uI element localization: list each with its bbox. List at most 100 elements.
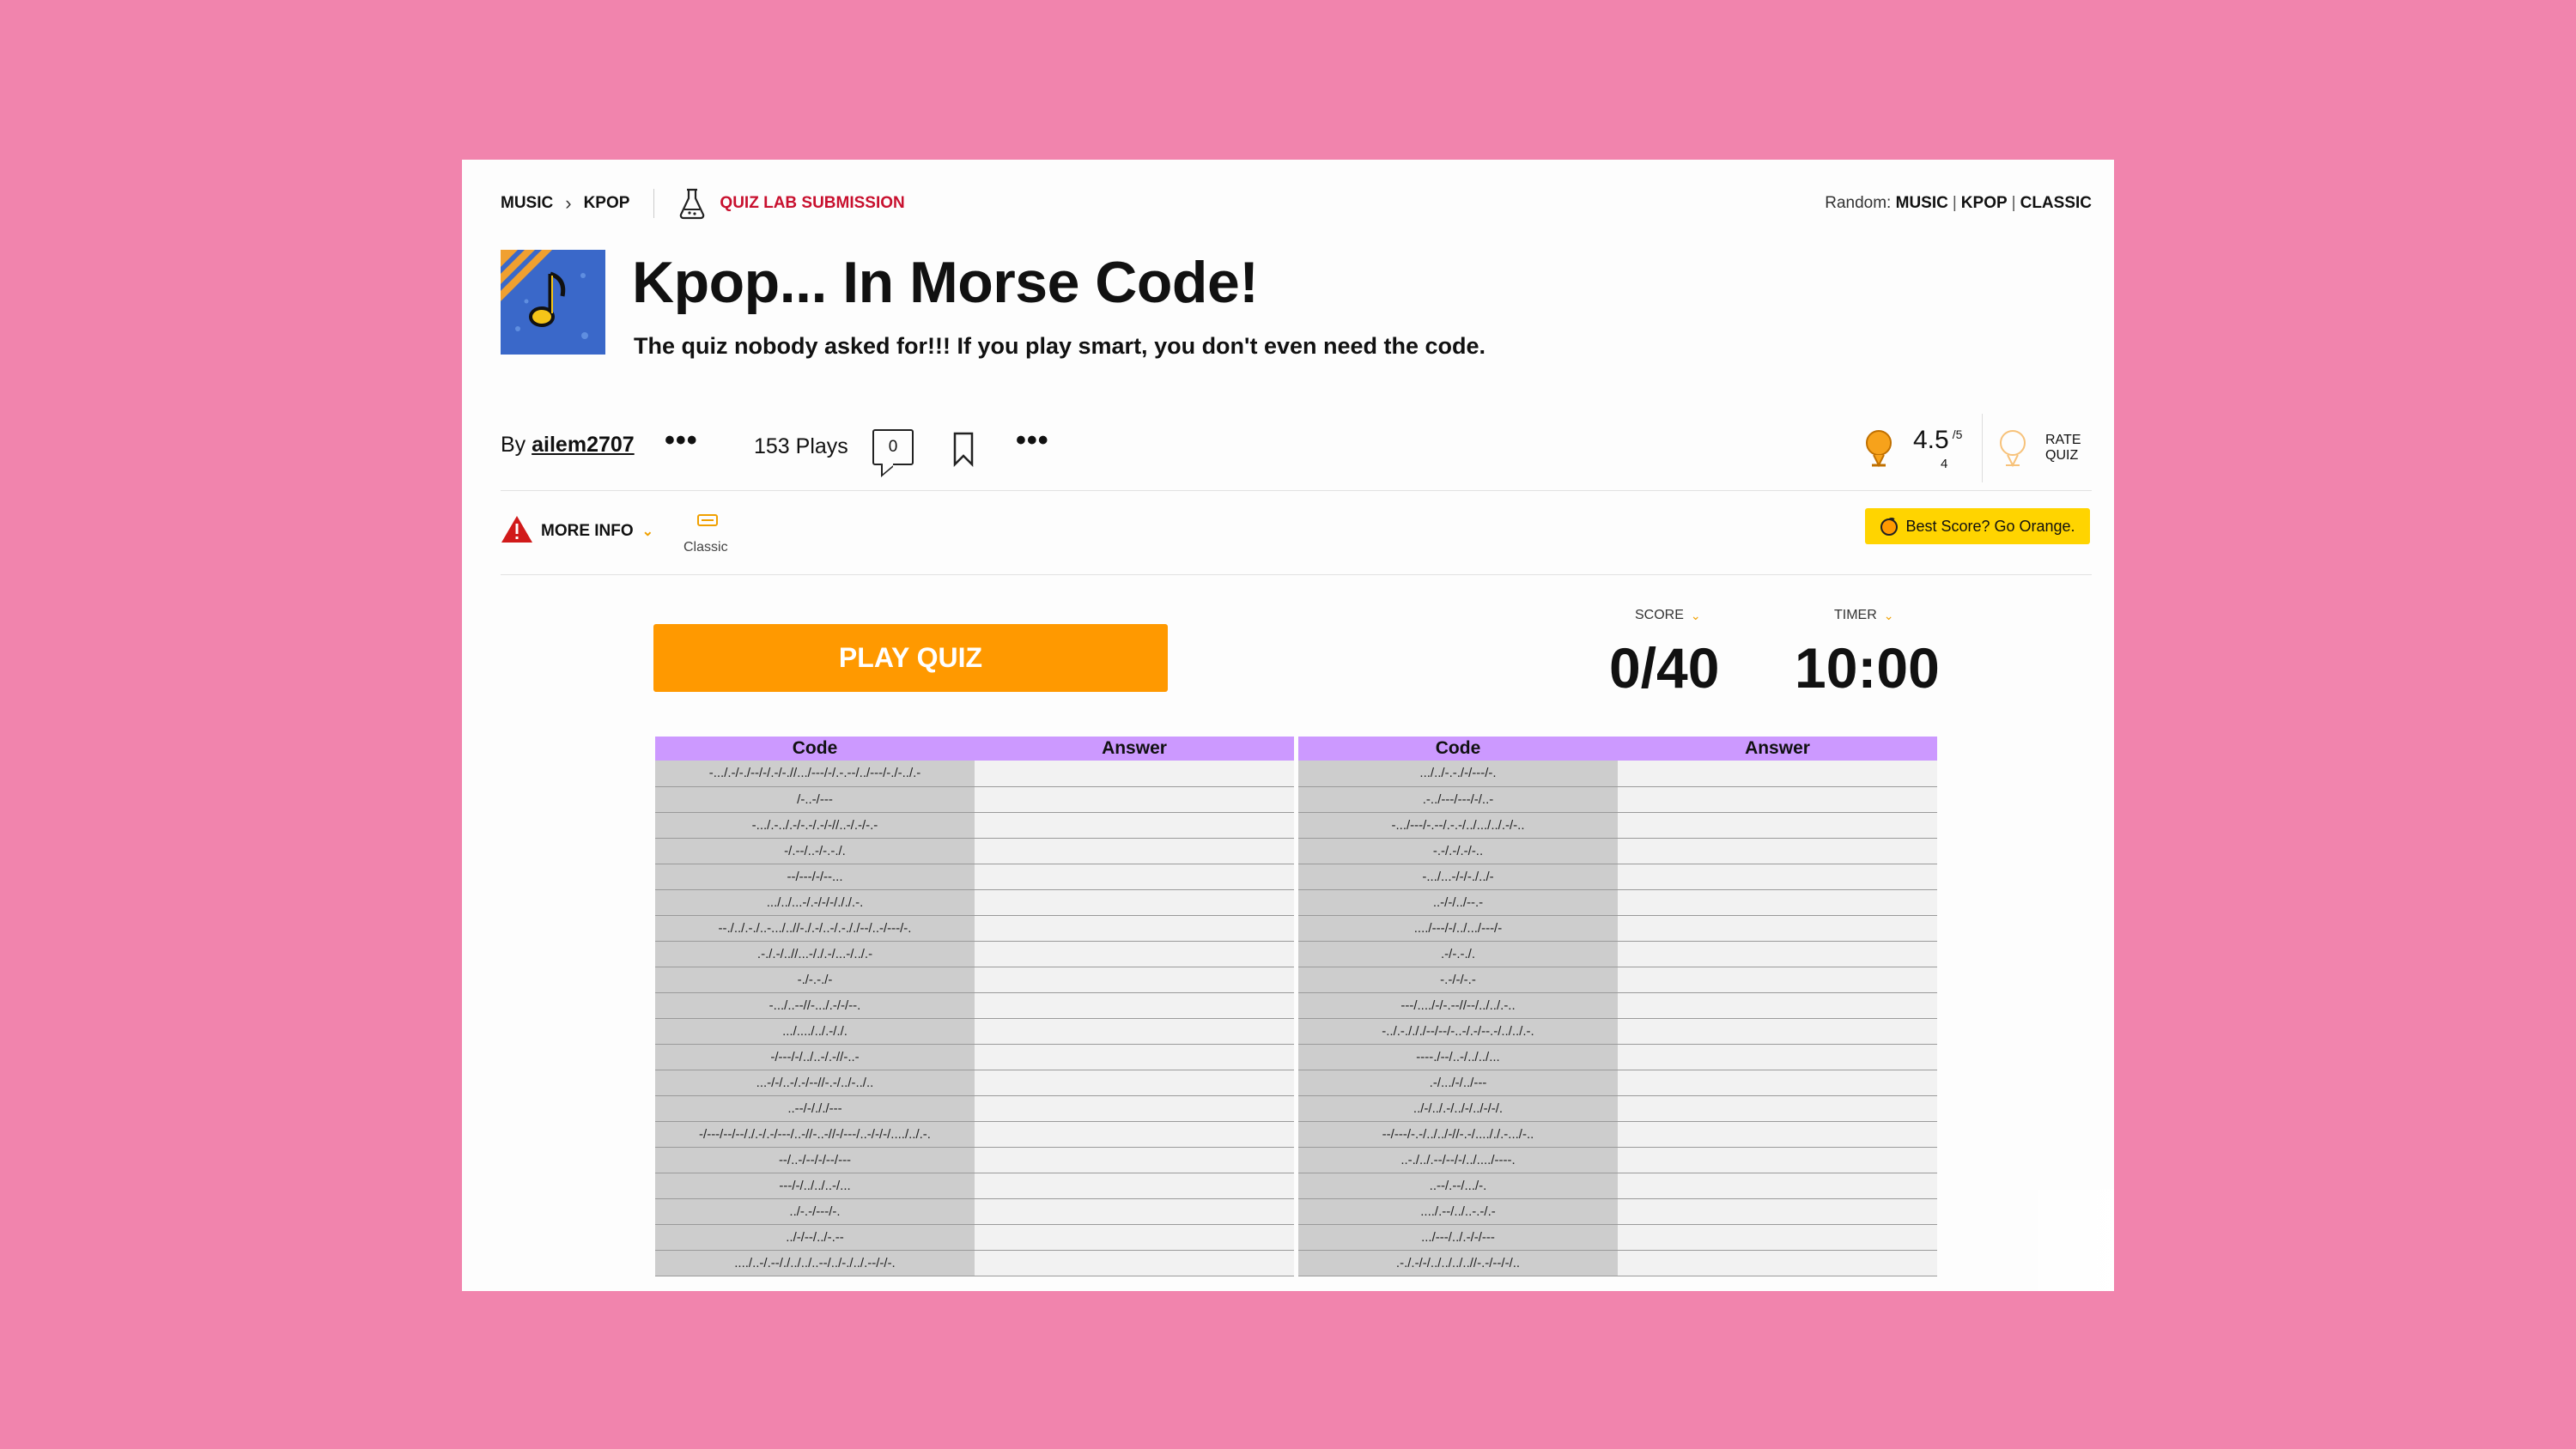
morse-code-cell: -/---/--/--/./.-/.-/---/..-//-..-//-/---…	[655, 1121, 975, 1148]
morse-code-cell: ..--/.--/.../-.	[1298, 1173, 1618, 1199]
morse-code-cell: ../-/../.-/../-/../-/-/.	[1298, 1095, 1618, 1122]
table-row: ..-/-/../--.-	[1298, 889, 1937, 916]
table-row: -.../---/-.--/.-.-/../.../../.-/-..	[1298, 812, 1937, 839]
score-toggle[interactable]: SCORE ⌄	[1635, 608, 1701, 623]
quiz-table-right: Code Answer .../../-.-./-/---/-. .-../---…	[1298, 737, 1937, 1276]
breadcrumb-kpop[interactable]: KPOP	[583, 194, 630, 212]
morse-code-cell: ..-/-/../--.-	[1298, 889, 1618, 916]
answer-cell	[1618, 1250, 1937, 1276]
quiz-more-icon[interactable]: •••	[1016, 424, 1049, 457]
quiz-page: MUSIC › KPOP QUIZ LAB SUBMISSION Random:…	[462, 160, 2114, 1291]
answer-cell	[1618, 1147, 1937, 1173]
divider	[501, 574, 2092, 575]
morse-code-cell: --./../.-./..-.../..//-./.-/..-/.-././--…	[655, 915, 975, 942]
morse-code-cell: -.-/.-/.-/-..	[1298, 838, 1618, 864]
chevron-right-icon: ›	[565, 192, 572, 214]
morse-code-cell: ..../.--/../..-.-/.-	[1298, 1198, 1618, 1225]
answer-cell	[975, 1018, 1294, 1045]
morse-code-cell: .../---/../.-/-/---	[1298, 1224, 1618, 1251]
table-row: ..-./../.--/--/-/../..../----.	[1298, 1147, 1937, 1173]
answer-cell	[975, 889, 1294, 916]
rate-quiz-button[interactable]: RATE QUIZ	[2045, 433, 2081, 464]
answer-cell	[1618, 915, 1937, 942]
table-row: --/---/-/--...	[655, 864, 1294, 890]
morse-code-cell: -.-/-/-.-	[1298, 967, 1618, 993]
answer-cell	[1618, 941, 1937, 967]
more-info-toggle[interactable]: MORE INFO ⌄	[541, 522, 653, 541]
table-row: .-./.-/-/../../../..//-.-/--/-/..	[1298, 1250, 1937, 1276]
timer-label: TIMER	[1834, 608, 1877, 622]
author-line: By ailem2707	[501, 433, 635, 458]
breadcrumb-divider	[653, 189, 655, 218]
random-classic-link[interactable]: CLASSIC	[2020, 194, 2092, 212]
warning-icon	[501, 516, 532, 543]
play-count: 153 Plays	[754, 434, 848, 458]
quiz-table-body: -.../.-/-./--/-/.-/-.//.../---/-/.-.--/.…	[655, 761, 1294, 1276]
bookmark-icon[interactable]	[951, 431, 976, 467]
morse-code-cell: ---/..../-/-.--//--/../../.-..	[1298, 992, 1618, 1019]
morse-code-cell: ..--/-/././---	[655, 1095, 975, 1122]
table-row: ../-/--/../-.--	[655, 1224, 1294, 1251]
answer-cell	[975, 761, 1294, 787]
table-row: -.../..--//-.../.-/-/--.	[655, 992, 1294, 1019]
table-row: -/.--/..-/-.-./.	[655, 838, 1294, 864]
rate-label-line1: RATE	[2045, 433, 2081, 447]
answer-cell	[1618, 889, 1937, 916]
breadcrumb-music[interactable]: MUSIC	[501, 194, 554, 212]
answer-cell	[975, 864, 1294, 890]
rating-number: 4.5	[1913, 426, 1949, 454]
score-label: SCORE	[1635, 608, 1684, 622]
table-row: .-./.-/..//...-/./.-/...-/../.-	[655, 941, 1294, 967]
answer-cell	[1618, 812, 1937, 839]
table-row: -.../.-/-./--/-/.-/-.//.../---/-/.-.--/.…	[655, 761, 1294, 787]
table-row: .../../-.-./-/---/-.	[1298, 761, 1937, 787]
random-kpop-link[interactable]: KPOP	[1960, 194, 2008, 212]
comments-button[interactable]: 0	[872, 429, 914, 465]
answer-cell	[975, 838, 1294, 864]
table-row: -.-/.-/.-/-..	[1298, 838, 1937, 864]
table-row: --/---/-.-/../../-//-.-/...././.-.../-..	[1298, 1121, 1937, 1148]
author-link[interactable]: ailem2707	[532, 433, 635, 457]
table-row: ../-/../.-/../-/../-/-/.	[1298, 1095, 1937, 1122]
random-music-link[interactable]: MUSIC	[1895, 194, 1948, 212]
random-separator: |	[1952, 194, 1957, 212]
table-row: -.-/-/-.-	[1298, 967, 1937, 993]
morse-code-cell: --/---/-.-/../../-//-.-/...././.-.../-..	[1298, 1121, 1618, 1148]
morse-code-cell: -.../..--//-.../.-/-/--.	[655, 992, 975, 1019]
morse-code-cell: --/---/-/--...	[655, 864, 975, 890]
table-row: ---/-/../../..-/...	[655, 1173, 1294, 1199]
answer-cell	[975, 1095, 1294, 1122]
morse-code-cell: -/.--/..-/-.-./.	[655, 838, 975, 864]
answer-cell	[1618, 1173, 1937, 1199]
morse-code-cell: ../-/--/../-.--	[655, 1224, 975, 1251]
answer-cell	[1618, 1224, 1937, 1251]
page-fade	[2008, 1190, 2114, 1291]
timer-toggle[interactable]: TIMER ⌄	[1834, 608, 1894, 623]
table-row: ..../---/-/../.../---/-	[1298, 915, 1937, 942]
play-quiz-button[interactable]: PLAY QUIZ	[653, 624, 1168, 692]
quiz-type-label: Classic	[683, 540, 728, 555]
morse-code-cell: .-./.-/..//...-/./.-/...-/../.-	[655, 941, 975, 967]
table-row: ..--/.--/.../-.	[1298, 1173, 1937, 1199]
table-row: -.../.-../.-/-.-/.-/-//..-/.-/-.-	[655, 812, 1294, 839]
morse-code-cell: ../-.-/---/-.	[655, 1198, 975, 1225]
best-score-button[interactable]: Best Score? Go Orange.	[1865, 508, 2090, 544]
chevron-down-icon: ⌄	[1690, 608, 1701, 622]
rate-medal-icon[interactable]	[1999, 427, 2026, 469]
table-row: .../..../../.-/./.	[655, 1018, 1294, 1045]
answer-cell	[1618, 864, 1937, 890]
quiz-thumbnail	[501, 250, 605, 355]
table-row: -./-.-./-	[655, 967, 1294, 993]
keyboard-icon	[697, 514, 718, 526]
best-score-label: Best Score? Go Orange.	[1905, 517, 2075, 535]
author-more-icon[interactable]: •••	[665, 424, 698, 457]
quiz-description: The quiz nobody asked for!!! If you play…	[634, 333, 1486, 359]
quiz-title: Kpop... In Morse Code!	[632, 250, 1259, 315]
quiz-lab-submission-link[interactable]: QUIZ LAB SUBMISSION	[720, 194, 905, 212]
answer-cell	[1618, 992, 1937, 1019]
table-row: .../../...-/.-/-/-/././.-.	[655, 889, 1294, 916]
table-row: -.../...-/-/-./../-	[1298, 864, 1937, 890]
table-row: .-/-.-./.	[1298, 941, 1937, 967]
random-separator: |	[2011, 194, 2016, 212]
comment-count: 0	[888, 438, 898, 456]
